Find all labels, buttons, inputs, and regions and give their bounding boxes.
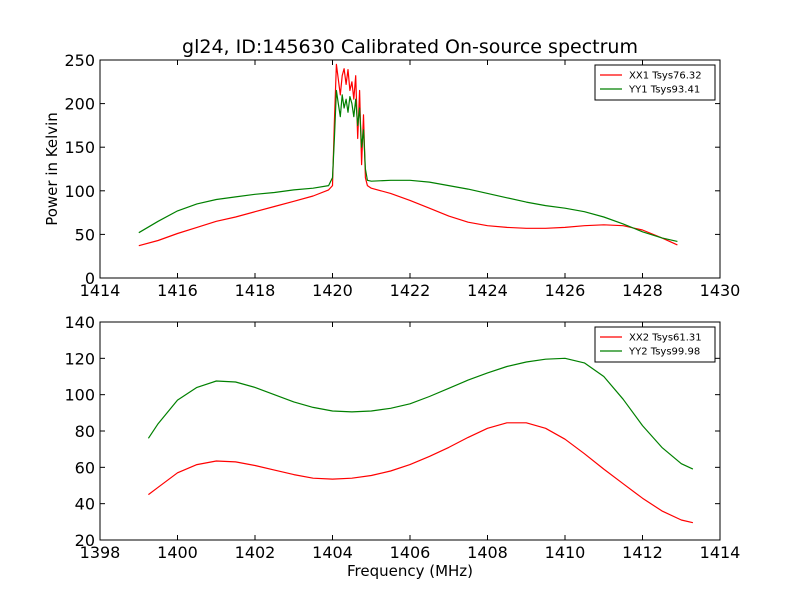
top-y-tick-label: 100 [64,182,95,201]
top-plot: 1414 1416 1418 1420 1422 1424 1426 1428 1430 0 50 1… [64,51,740,300]
top-x-tick-label: 1420 [312,281,353,300]
bottom-series-line-2 [147,357,694,470]
bottom-y-tick-label: 100 [64,386,95,405]
bottom-legend: XX2 Tsys61.31 YY2 Tsys99.98 [594,326,716,363]
top-x-tick-label: 1428 [622,281,663,300]
top-legend-label-2: YY1 Tsys93.41 [628,85,700,96]
bottom-y-tick-label: 40 [75,495,95,514]
top-x-tick-label: 1430 [700,281,741,300]
bottom-y-tick-label: 140 [64,313,95,332]
top-y-tick-label: 200 [64,95,95,114]
bottom-x-tick-label: 1398 [80,543,121,562]
top-legend: XX1 Tsys76.32 YY1 Tsys93.41 [594,64,716,101]
bottom-x-tick-label: 1414 [700,543,741,562]
top-series-line-2 [138,89,678,242]
top-x-tick-label: 1416 [157,281,198,300]
bottom-legend-label-1: XX2 Tsys61.31 [629,333,702,344]
top-y-axis-label: Power in Kelvin [43,112,61,226]
bottom-y-tick-label: 60 [75,458,95,477]
bottom-y-tick-label: 120 [64,349,95,368]
bottom-x-axis-label: Frequency (MHz) [347,562,473,580]
top-y-tick-label: 50 [75,225,95,244]
bottom-y-tick-label: 20 [75,531,95,550]
chart-title: gl24, ID:145630 Calibrated On-source spe… [182,36,638,58]
bottom-legend-box [594,326,716,363]
top-y-tick-label: 250 [64,51,95,70]
top-y-tick-label: 150 [64,138,95,157]
top-series-line-1 [138,63,678,247]
bottom-y-tick-label: 80 [75,422,95,441]
top-x-tick-label: 1426 [545,281,586,300]
top-legend-box [594,64,716,101]
bottom-legend-label-2: YY2 Tsys99.98 [628,347,700,358]
bottom-x-tick-label: 1412 [622,543,663,562]
bottom-x-tick-label: 1402 [235,543,276,562]
top-x-tick-label: 1424 [467,281,508,300]
top-x-tick-label: 1422 [390,281,431,300]
bottom-x-tick-label: 1410 [545,543,586,562]
top-legend-label-1: XX1 Tsys76.32 [629,71,702,82]
bottom-x-tick-label: 1408 [467,543,508,562]
top-y-tick-label: 0 [85,269,95,288]
bottom-x-tick-label: 1404 [312,543,353,562]
top-x-tick-label: 1414 [80,281,121,300]
top-x-tick-label: 1418 [235,281,276,300]
bottom-plot: 1398 1400 1402 1404 1406 1408 1410 1412 1414 20 40… [64,313,740,562]
bottom-x-tick-label: 1406 [390,543,431,562]
bottom-x-tick-label: 1400 [157,543,198,562]
bottom-series-line-1 [148,422,694,524]
